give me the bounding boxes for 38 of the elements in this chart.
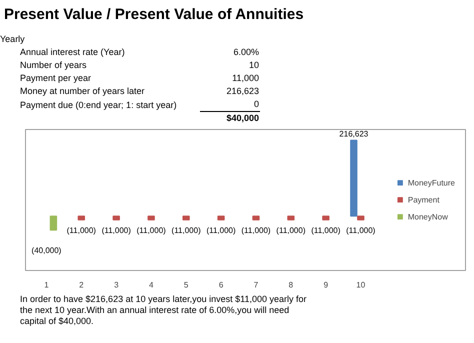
legend-label: MoneyNow	[408, 212, 448, 221]
data-label: (11,000)	[102, 226, 132, 235]
text: In order to have $216,623 at 10 years later,you invest $11,000 yearly for the next 10 year.With an annual interest rate of 6.00%,you will need capital of $40,000.	[20, 294, 308, 327]
data-label: (11,000)	[66, 226, 96, 235]
x-tick-label: 7	[254, 280, 259, 290]
x-tick-label: 5	[184, 280, 189, 290]
data-label: (11,000)	[206, 226, 236, 235]
data-label: (11,000)	[311, 226, 341, 235]
x-tick-label: 4	[148, 280, 154, 290]
text: $40,000	[200, 112, 260, 127]
x-tick-label: 8	[288, 280, 294, 290]
data-label: (11,000)	[241, 226, 271, 235]
data-label: (11,000)	[346, 226, 376, 235]
text: Money at number of years later	[19, 85, 146, 98]
x-tick-label: 2	[79, 280, 84, 290]
text: Payment per year	[19, 72, 92, 86]
text: Yearly	[0, 33, 26, 46]
x-tick-label: 3	[114, 280, 120, 290]
text: 0	[200, 98, 260, 112]
data-label: 216,623	[339, 129, 369, 138]
data-label: (40,000)	[32, 246, 62, 256]
chart-title: Present Value / Present Value of Annuities	[4, 5, 304, 25]
text: Annual interest rate (Year)	[19, 46, 126, 60]
data-label: (11,000)	[172, 226, 202, 235]
text: Number of years	[19, 59, 88, 72]
x-tick-label: 9	[324, 280, 329, 290]
text: 10	[248, 59, 260, 72]
x-tick-label: 10	[356, 280, 366, 290]
text: 6.00%	[232, 46, 260, 60]
data-label: (11,000)	[136, 226, 166, 235]
data-label: (11,000)	[276, 226, 306, 235]
legend-label: MoneyFuture	[408, 178, 455, 187]
text: 216,623	[225, 85, 260, 98]
text: Payment due (0:end year; 1: start year)	[19, 98, 178, 112]
legend-label: Payment	[408, 195, 440, 204]
text: 11,000	[231, 72, 260, 86]
x-tick-label: 6	[218, 280, 224, 290]
x-tick-label: 1	[44, 280, 50, 290]
